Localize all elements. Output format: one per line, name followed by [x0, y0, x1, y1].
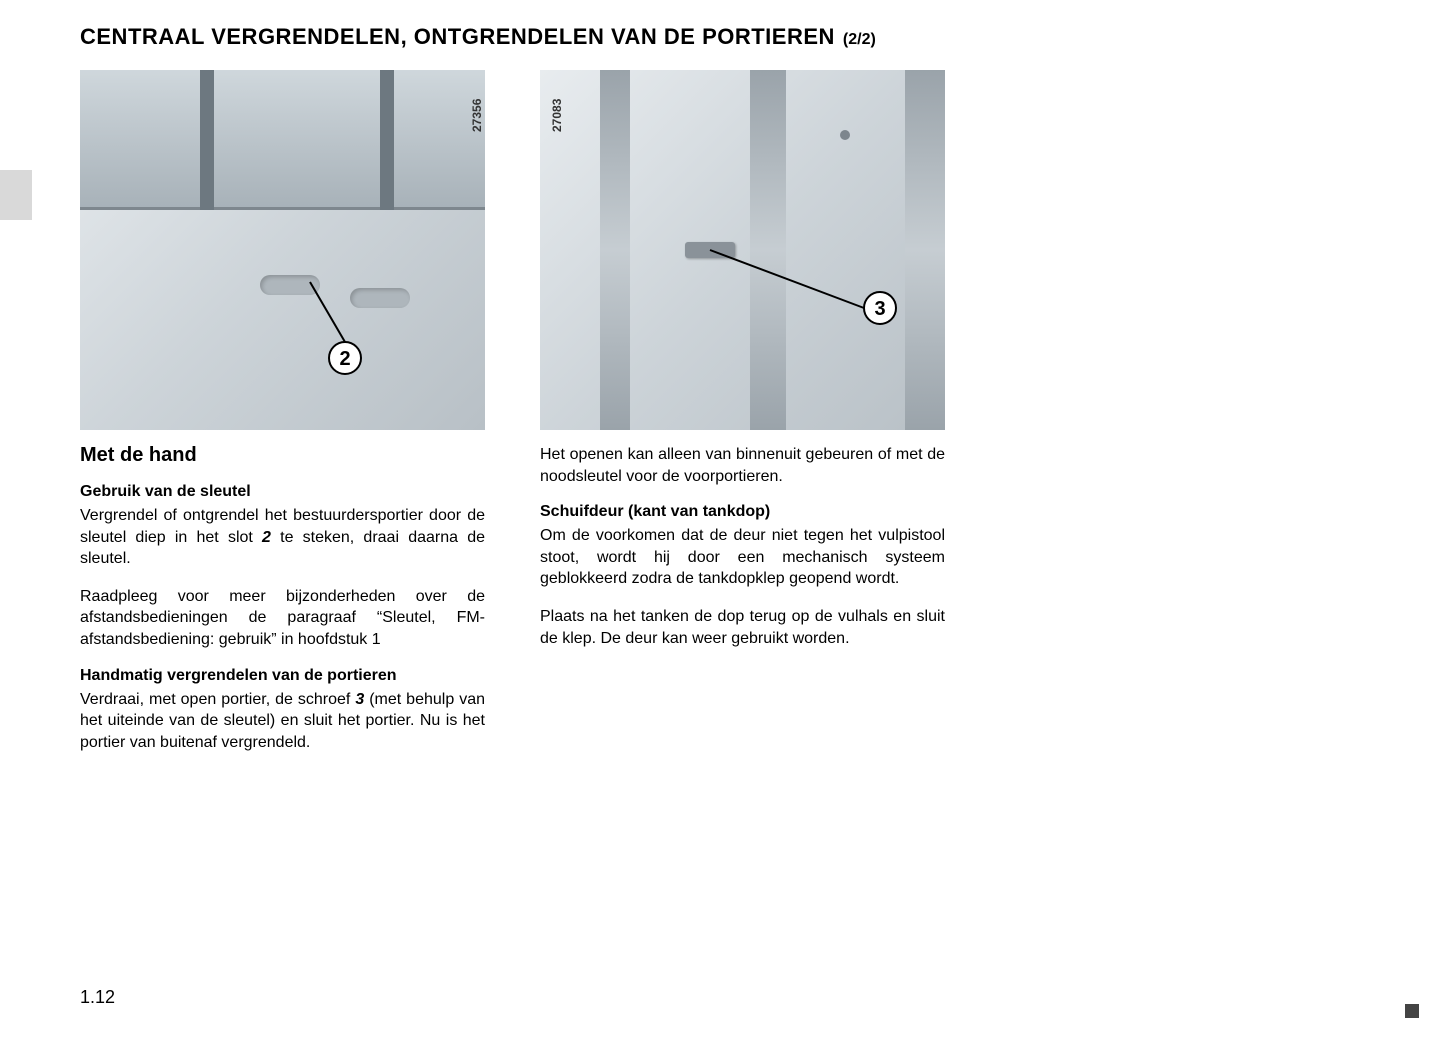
callout-number: 2	[339, 348, 350, 370]
paragraph-remote-ref: Raadpleeg voor meer bijzonderheden over …	[80, 586, 485, 651]
sub-heading-key-use: Gebruik van de sleutel	[80, 483, 485, 501]
corner-mark-icon	[1405, 1004, 1419, 1018]
callout-number: 3	[874, 298, 885, 320]
callout-ref-3: 3	[355, 691, 364, 708]
side-tab	[0, 170, 32, 220]
callout-line	[710, 250, 864, 308]
callout-line	[310, 282, 345, 342]
page-title-suffix: (2/2)	[843, 31, 876, 49]
paragraph-after-refuel: Plaats na het tanken de dop terug op de …	[540, 606, 945, 649]
callout-ref-2: 2	[262, 529, 271, 546]
content-columns: 27356 2 Met de hand Gebruik van de sleut…	[80, 70, 1365, 769]
paragraph-open-inside: Het openen kan alleen van binnenuit gebe…	[540, 444, 945, 487]
callout-overlay: 3	[540, 70, 945, 430]
paragraph-key-use: Vergrendel of ontgrendel het bestuurders…	[80, 505, 485, 570]
paragraph-manual-lock: Verdraai, met open portier, de schroef 3…	[80, 689, 485, 754]
text-fragment: Verdraai, met open portier, de schroef	[80, 691, 355, 708]
column-2: 27083 3 Het openen kan alleen van binnen…	[540, 70, 945, 769]
callout-overlay: 2	[80, 70, 485, 430]
sub-heading-manual-lock: Handmatig vergrendelen van de portieren	[80, 667, 485, 685]
column-1: 27356 2 Met de hand Gebruik van de sleut…	[80, 70, 485, 769]
manual-page: CENTRAAL VERGRENDELEN, ONTGRENDELEN VAN …	[0, 0, 1445, 1048]
sub-heading-sliding-door: Schuifdeur (kant van tankdop)	[540, 503, 945, 521]
figure-1: 27356 2	[80, 70, 485, 430]
column-3	[1000, 70, 1365, 769]
paragraph-sliding-door-block: Om de voorkomen dat de deur niet tegen h…	[540, 525, 945, 590]
page-title: CENTRAAL VERGRENDELEN, ONTGRENDELEN VAN …	[80, 24, 835, 50]
figure-2: 27083 3	[540, 70, 945, 430]
title-row: CENTRAAL VERGRENDELEN, ONTGRENDELEN VAN …	[80, 24, 1365, 50]
section-heading: Met de hand	[80, 444, 485, 467]
page-number: 1.12	[80, 987, 115, 1008]
